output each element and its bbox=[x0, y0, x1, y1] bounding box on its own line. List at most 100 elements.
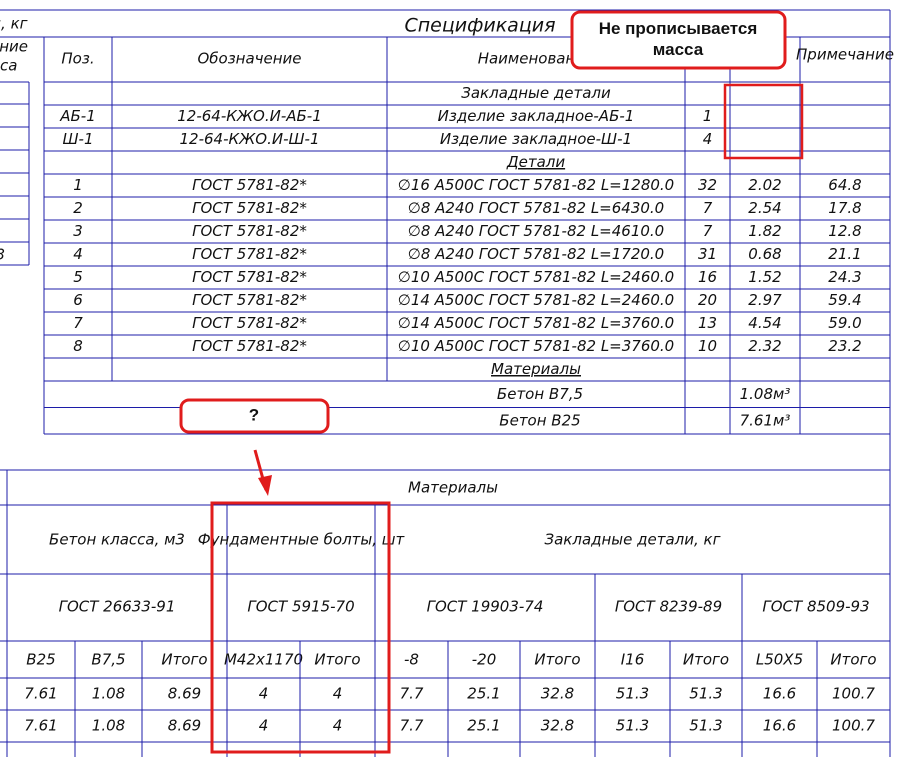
cell-text: 51.3 bbox=[616, 717, 649, 735]
cell-text: 59.4 bbox=[828, 291, 861, 309]
column-header: Поз. bbox=[61, 50, 94, 68]
cell-text: ГОСТ 5781-82* bbox=[192, 268, 307, 286]
cell-text: 2 bbox=[73, 199, 83, 217]
cell-text: Бетон В7,5 bbox=[497, 385, 583, 403]
callout-line: Не прописывается bbox=[599, 19, 758, 38]
cell-text: 12-64-КЖО.И-АБ-1 bbox=[177, 107, 322, 125]
cell-text: 10 bbox=[698, 337, 717, 355]
spec-title: Спецификация bbox=[404, 15, 555, 37]
cell-text: ∅10 А500С ГОСТ 5781-82 L=3760.0 bbox=[398, 337, 674, 355]
cell-text: 7 bbox=[703, 199, 713, 217]
callout-text: Не прописывается масса bbox=[599, 19, 758, 59]
cell-text: 4 bbox=[703, 130, 713, 148]
cell-text: 1.52 bbox=[748, 268, 781, 286]
cell-text: 7.7 bbox=[400, 685, 424, 703]
standard-header: ГОСТ 5915-70 bbox=[247, 598, 354, 616]
column-header: Итого bbox=[830, 651, 876, 669]
cell-text: 2.54 bbox=[748, 199, 781, 217]
cell-text: Ш-1 bbox=[63, 130, 94, 148]
cell-text: 16.6 bbox=[763, 685, 796, 703]
fragment-text: 8 bbox=[0, 246, 5, 264]
cell-text: 59.0 bbox=[828, 314, 861, 332]
cell-text: 1.08м³ bbox=[740, 385, 791, 403]
cell-text: Изделие закладное-АБ-1 bbox=[438, 107, 635, 125]
callout-box bbox=[570, 10, 787, 70]
column-header: -20 bbox=[472, 651, 497, 669]
standard-header: ГОСТ 26633-91 bbox=[59, 598, 176, 616]
cell-text: 51.3 bbox=[616, 685, 649, 703]
cell-text: 51.3 bbox=[689, 717, 722, 735]
cell-text: 24.3 bbox=[828, 268, 861, 286]
cell-text: 32 bbox=[698, 176, 717, 194]
cell-text: ГОСТ 5781-82* bbox=[192, 314, 307, 332]
annotations: Не прописывается масса? bbox=[179, 10, 804, 754]
section-title: Закладные детали bbox=[461, 84, 611, 102]
column-header: Итого bbox=[534, 651, 580, 669]
cell-text: 4.54 bbox=[748, 314, 781, 332]
cell-text: 32.8 bbox=[541, 685, 574, 703]
section-title: Детали bbox=[506, 153, 565, 171]
fragment-text: асса bbox=[0, 57, 17, 75]
group-header: Закладные детали, кг bbox=[544, 531, 720, 549]
cell-text: 4 bbox=[333, 717, 343, 735]
fragment-text: ование bbox=[0, 38, 28, 56]
cell-text: 23.2 bbox=[828, 337, 861, 355]
column-header: -8 bbox=[404, 651, 419, 669]
drawing: али, кг ованиеасса 8 Спецификация Поз. Обозна… bbox=[0, 9, 894, 757]
column-header: I16 bbox=[621, 651, 645, 669]
cell-text: 1.08 bbox=[92, 717, 125, 735]
column-header: М42х1170 bbox=[224, 651, 303, 669]
column-header: Итого bbox=[314, 651, 360, 669]
cell-text: 17.8 bbox=[828, 199, 861, 217]
cell-text: 1.08 bbox=[92, 685, 125, 703]
cell-text: АБ-1 bbox=[59, 107, 96, 125]
cell-text: ∅8 А240 ГОСТ 5781-82 L=4610.0 bbox=[408, 222, 664, 240]
cell-text: 8.69 bbox=[168, 685, 201, 703]
cell-text: ГОСТ 5781-82* bbox=[192, 199, 307, 217]
column-header: Наименование bbox=[478, 50, 595, 68]
cell-text: 7.61 bbox=[24, 685, 57, 703]
cell-text: 6 bbox=[73, 291, 83, 309]
cell-text: 1 bbox=[703, 107, 713, 125]
highlight-box bbox=[723, 83, 804, 160]
cell-text: 2.32 bbox=[748, 337, 781, 355]
cell-text: 12.8 bbox=[828, 222, 861, 240]
cell-text: 4 bbox=[73, 245, 83, 263]
cell-text: 16.6 bbox=[763, 717, 796, 735]
column-header: Примечание bbox=[796, 46, 894, 64]
cell-text: ∅8 А240 ГОСТ 5781-82 L=6430.0 bbox=[408, 199, 664, 217]
group-header: Фундаментные болты, шт bbox=[198, 531, 406, 549]
cell-text: 1.82 bbox=[748, 222, 781, 240]
cell-text: Изделие закладное-Ш-1 bbox=[440, 130, 632, 148]
cell-text: ∅10 А500С ГОСТ 5781-82 L=2460.0 bbox=[398, 268, 674, 286]
column-header: Обозначение bbox=[197, 50, 301, 68]
column-header: В25 bbox=[26, 651, 55, 669]
column-header: В7,5 bbox=[91, 651, 125, 669]
cell-text: ∅14 А500С ГОСТ 5781-82 L=3760.0 bbox=[398, 314, 674, 332]
cell-text: ГОСТ 5781-82* bbox=[192, 245, 307, 263]
cell-text: 20 bbox=[698, 291, 717, 309]
callout-text: ? bbox=[249, 405, 259, 424]
cell-text: 1 bbox=[73, 176, 83, 194]
highlight-box bbox=[210, 501, 391, 754]
callout-box bbox=[179, 398, 330, 434]
standard-header: ГОСТ 8239-89 bbox=[615, 598, 722, 616]
fragment-text: али, кг bbox=[0, 15, 28, 33]
cell-text: 7.61м³ bbox=[740, 411, 791, 429]
cell-text: 8 bbox=[73, 337, 83, 355]
cell-text: 8.69 bbox=[168, 717, 201, 735]
cell-text: 5 bbox=[73, 268, 83, 286]
cell-text: ГОСТ 5781-82* bbox=[192, 337, 307, 355]
table-title: Материалы bbox=[408, 479, 498, 497]
cell-text: ∅8 А240 ГОСТ 5781-82 L=1720.0 bbox=[408, 245, 664, 263]
cell-text: 7.7 bbox=[400, 717, 424, 735]
standard-header: ГОСТ 19903-74 bbox=[427, 598, 544, 616]
cell-text: 25.1 bbox=[467, 717, 500, 735]
cell-text: 25.1 bbox=[467, 685, 500, 703]
column-header: Итого bbox=[161, 651, 207, 669]
cell-text: 31 bbox=[698, 245, 717, 263]
cell-text: 3 bbox=[73, 222, 83, 240]
cell-text: ГОСТ 5781-82* bbox=[192, 291, 307, 309]
cell-text: 4 bbox=[259, 717, 269, 735]
